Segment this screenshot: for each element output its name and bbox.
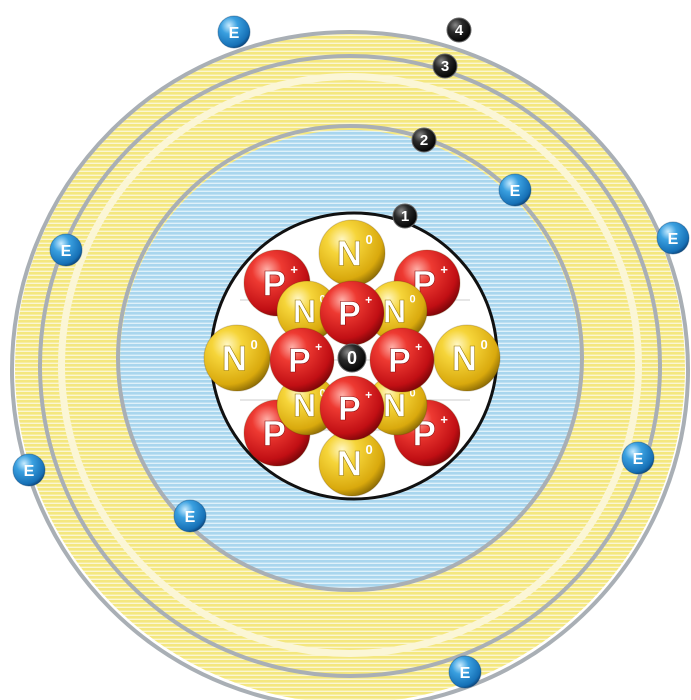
electron: E <box>621 441 655 475</box>
electron: E <box>656 221 690 255</box>
electron: E <box>217 15 251 49</box>
nucleus-inner-0-charge: 0 <box>320 294 326 306</box>
electron-symbol: E <box>24 463 35 480</box>
orbit-3 <box>38 54 662 678</box>
electron-symbol: E <box>61 243 72 260</box>
electron: E <box>49 233 83 267</box>
nucleus-particles: N0P+P+N0P+N0P+N0N0N0N0N0P+P+P+P+ <box>203 219 501 497</box>
nucleus-cross-2: P + <box>369 327 435 393</box>
shell-label-1-text: 1 <box>401 208 409 225</box>
shell-label-2-text: 2 <box>420 132 428 149</box>
shell-label-4-text: 4 <box>455 22 464 39</box>
electron: E <box>173 499 207 533</box>
nucleus-outer-3-symbol: N <box>222 340 247 379</box>
nucleus-cross-1-charge: + <box>315 340 322 354</box>
nucleus-cross-3-charge: + <box>365 388 372 402</box>
nucleus-outer-5-symbol: N <box>452 340 477 379</box>
nucleus-cross-0: P + <box>319 280 385 346</box>
nucleus-inner-1-charge: 0 <box>410 294 416 306</box>
nucleus-cross-0-charge: + <box>365 293 372 307</box>
nucleus-cross-3: P + <box>319 375 385 441</box>
electron-symbol: E <box>668 231 679 248</box>
electron-symbol: E <box>510 183 521 200</box>
shell-label-0-text: 0 <box>347 348 357 368</box>
orbit-2 <box>116 124 584 592</box>
nucleus-inner-0: N0 <box>276 280 338 342</box>
nucleus-outer-1-charge: + <box>290 262 298 277</box>
nucleus-outer-7-charge: 0 <box>366 442 373 457</box>
nucleus-outer-3-charge: 0 <box>251 337 258 352</box>
nucleus-outer-0-symbol: N <box>337 235 362 274</box>
nucleus-inner-3-symbol: N <box>383 387 406 423</box>
orbit-4 <box>10 30 690 700</box>
nucleus-cross-3-symbol: P <box>338 390 361 428</box>
orbit-rings <box>10 30 690 700</box>
shell-label-0: 0 <box>337 343 367 373</box>
electron-symbol: E <box>633 451 644 468</box>
nucleus-cross-1-symbol: P <box>288 342 311 380</box>
electron: E <box>12 453 46 487</box>
nucleus-outer-4-symbol: P <box>263 415 286 454</box>
nucleus-cross-0-symbol: P <box>338 295 361 333</box>
nucleus-outer-6-charge: + <box>440 412 448 427</box>
nucleus-cross-1: P + <box>269 327 335 393</box>
shell-label-3: 3 <box>432 53 458 79</box>
nucleus-outer-0-charge: 0 <box>366 232 373 247</box>
nucleus-inner-2-charge: 0 <box>320 388 326 400</box>
shell-label-1: 1 <box>392 203 418 229</box>
shell-label-2: 2 <box>411 127 437 153</box>
nucleus-inner-2-symbol: N <box>293 387 316 423</box>
nucleus-inner-1-symbol: N <box>383 293 406 329</box>
nucleus-outer-1-symbol: P <box>263 265 286 304</box>
shell-label-4: 4 <box>446 17 472 43</box>
nucleus-inner-3-charge: 0 <box>410 388 416 400</box>
shell-label-3-text: 3 <box>441 58 449 75</box>
electron: E <box>448 655 482 689</box>
electron-symbol: E <box>460 665 471 682</box>
nucleus-outer-5-charge: 0 <box>481 337 488 352</box>
shell-labels: 0 1 2 3 4 <box>337 17 472 373</box>
electron-symbol: E <box>185 509 196 526</box>
nucleus-outer-7-symbol: N <box>337 445 362 484</box>
nucleus-cross-2-symbol: P <box>388 342 411 380</box>
nucleus-outer-2-charge: + <box>440 262 448 277</box>
electron-symbol: E <box>229 25 240 42</box>
nucleus-inner-0-symbol: N <box>293 293 316 329</box>
electrons: E E E E E E E E <box>12 15 690 689</box>
nucleus-cross-2-charge: + <box>415 340 422 354</box>
electron: E <box>498 173 532 207</box>
